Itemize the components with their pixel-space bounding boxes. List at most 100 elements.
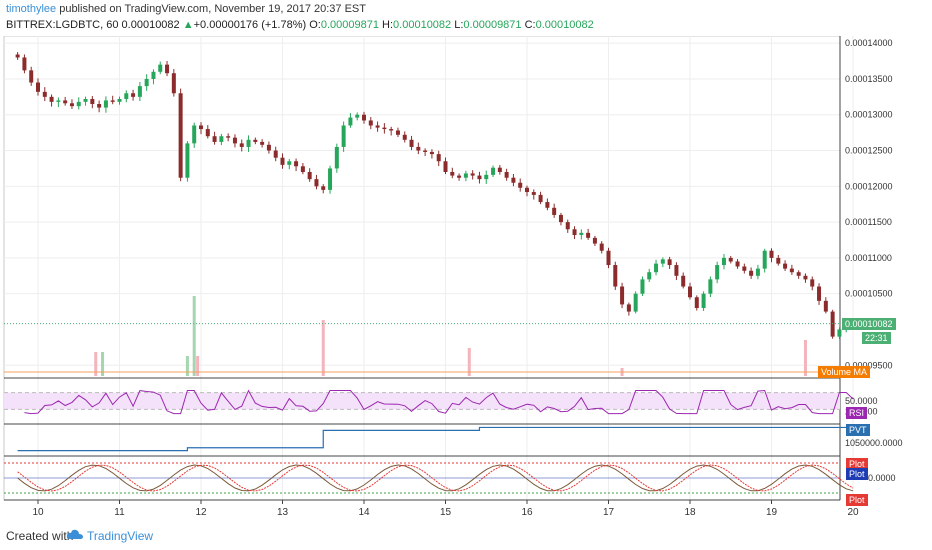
volume-bar bbox=[196, 356, 200, 376]
candle-body bbox=[599, 243, 604, 251]
candle-body bbox=[633, 293, 638, 312]
candle-body bbox=[443, 161, 448, 172]
candle-body bbox=[307, 172, 312, 180]
candle-body bbox=[429, 151, 434, 155]
time-tick-label: 12 bbox=[195, 507, 207, 518]
candle-body bbox=[226, 136, 231, 138]
time-tick-label: 15 bbox=[440, 507, 452, 518]
candle-body bbox=[592, 237, 597, 244]
candle-body bbox=[640, 279, 645, 294]
candle-body bbox=[294, 161, 299, 167]
candle-body bbox=[90, 98, 95, 104]
plot-pane bbox=[4, 462, 854, 494]
candle-body bbox=[660, 259, 665, 264]
candle-body bbox=[328, 168, 333, 190]
candle-body bbox=[470, 173, 475, 176]
price-tick-label: 0.00013500 bbox=[845, 74, 893, 84]
rsi-tag: RSI bbox=[846, 407, 868, 419]
candle-body bbox=[395, 130, 400, 135]
price-tick-label: 0.00009500 bbox=[845, 360, 893, 370]
time-tick-label: 11 bbox=[114, 507, 125, 518]
candle-body bbox=[341, 125, 346, 147]
candle-body bbox=[796, 272, 801, 276]
author-link[interactable]: timothylee bbox=[6, 3, 57, 15]
time-tick-label: 10 bbox=[32, 507, 44, 518]
candle-body bbox=[579, 232, 584, 235]
last-price: 0.00010082 bbox=[121, 19, 180, 31]
candle-body bbox=[192, 125, 197, 144]
candle-body bbox=[749, 270, 754, 276]
low-label: L: bbox=[454, 19, 464, 31]
chart-header: timothylee published on TradingView.com,… bbox=[0, 0, 932, 36]
candle-body bbox=[253, 139, 258, 142]
candle-body bbox=[423, 150, 428, 152]
candle-body bbox=[436, 154, 441, 162]
tradingview-cloud-icon[interactable] bbox=[66, 529, 84, 541]
time-tick-label: 20 bbox=[847, 507, 859, 518]
time-tick-label: 14 bbox=[358, 507, 370, 518]
plot-tag-bottom: Plot bbox=[846, 494, 868, 506]
candle-body bbox=[348, 117, 353, 126]
candle-body bbox=[185, 143, 190, 178]
candle-body bbox=[144, 78, 149, 87]
candle-body bbox=[701, 293, 706, 308]
pvt-pane bbox=[17, 426, 853, 452]
plot-frame bbox=[3, 36, 841, 501]
price-tick-label: 0.00011000 bbox=[845, 253, 892, 263]
candle-body bbox=[321, 186, 326, 190]
high-label: H: bbox=[382, 19, 394, 31]
candle-body bbox=[15, 54, 20, 58]
candle-body bbox=[389, 129, 394, 131]
candle-body bbox=[246, 139, 251, 147]
close-label: C: bbox=[524, 19, 536, 31]
time-tick-label: 19 bbox=[766, 507, 778, 518]
candle-body bbox=[586, 232, 591, 238]
plot-tag-top: Plot bbox=[846, 458, 868, 470]
candle-body bbox=[755, 268, 760, 276]
time-tick-label: 17 bbox=[603, 507, 615, 518]
candle-body bbox=[531, 192, 536, 195]
candle-body bbox=[76, 101, 81, 107]
candle-body bbox=[654, 263, 659, 273]
candle-body bbox=[626, 304, 631, 312]
candle-body bbox=[273, 150, 278, 158]
candle-body bbox=[362, 114, 366, 121]
volume-bar bbox=[94, 352, 98, 376]
candle-body bbox=[124, 93, 129, 99]
candle-body bbox=[368, 120, 373, 126]
symbol-label[interactable]: BITTREX:LGDBTC, 60 bbox=[6, 19, 119, 31]
candle-body bbox=[572, 229, 577, 235]
countdown-tag: 22:31 bbox=[862, 331, 891, 344]
candle-body bbox=[728, 257, 733, 262]
candle-body bbox=[504, 172, 509, 178]
candle-body bbox=[552, 207, 557, 215]
pvt-tick-label: 1050000.0000 bbox=[845, 438, 903, 448]
price-tick-label: 0.00014000 bbox=[845, 38, 893, 48]
ohlc-line: BITTREX:LGDBTC, 60 0.00010082 ▲+0.000001… bbox=[6, 19, 594, 31]
candle-body bbox=[545, 202, 550, 208]
created-with-label: Created with bbox=[6, 529, 74, 543]
price-tick-label: 0.00012000 bbox=[845, 181, 893, 191]
candle-body bbox=[742, 266, 747, 271]
candle-body bbox=[402, 134, 407, 140]
candle-body bbox=[355, 114, 360, 118]
candle-body bbox=[49, 96, 54, 102]
pvt-line bbox=[17, 426, 853, 452]
open-label: O: bbox=[309, 19, 321, 31]
candle-body bbox=[97, 104, 102, 108]
candle-body bbox=[287, 161, 292, 165]
candle-body bbox=[151, 71, 156, 79]
volume-bar bbox=[185, 356, 189, 376]
candle-body bbox=[260, 141, 265, 145]
tradingview-link[interactable]: TradingView bbox=[87, 529, 154, 543]
candle-body bbox=[817, 286, 822, 301]
volume-bar bbox=[101, 352, 105, 376]
candle-body bbox=[212, 136, 217, 142]
price-tick-label: 0.00011500 bbox=[845, 217, 892, 227]
candle-body bbox=[103, 100, 108, 108]
price-candles bbox=[15, 52, 855, 340]
price-tick-label: 0.00012500 bbox=[845, 146, 893, 156]
candle-body bbox=[56, 100, 61, 102]
candle-body bbox=[375, 125, 380, 128]
chart-canvas[interactable]: 0.00014000 0.00013500 0.00013000 0.00012500… bbox=[0, 36, 932, 520]
